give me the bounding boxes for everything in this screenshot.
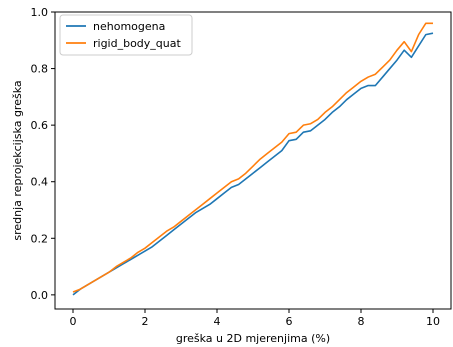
axis-ticks: 0 2 4 6 8 10 0.0 0.2 0.4 0.6 0.8 1.0 xyxy=(31,6,441,328)
x-tick-label: 10 xyxy=(426,315,440,328)
legend-label: rigid_body_quat xyxy=(93,37,181,50)
series-line-rigid-body-quat xyxy=(72,22,433,293)
y-axis-title: srednja reprojekcijska greška xyxy=(11,80,24,240)
x-tick-label: 6 xyxy=(286,315,293,328)
x-tick-label: 0 xyxy=(70,315,77,328)
y-tick-label: 0.2 xyxy=(31,232,49,245)
x-tick-label: 2 xyxy=(142,315,149,328)
y-tick-label: 0.8 xyxy=(31,63,49,76)
x-tick-label: 8 xyxy=(358,315,365,328)
series-line-nehomogena xyxy=(72,32,434,296)
y-tick-label: 0.0 xyxy=(31,289,49,302)
plot-frame xyxy=(54,11,452,310)
legend: nehomogena rigid_body_quat xyxy=(59,14,193,56)
x-axis-title: greška u 2D mjerenjima (%) xyxy=(176,332,330,345)
series-lines xyxy=(72,22,434,296)
legend-box xyxy=(59,14,193,56)
x-tick-label: 4 xyxy=(214,315,221,328)
y-tick-label: 0.4 xyxy=(31,176,49,189)
y-tick-label: 0.6 xyxy=(31,119,49,132)
y-tick-label: 1.0 xyxy=(31,6,49,19)
legend-label: nehomogena xyxy=(93,20,165,33)
